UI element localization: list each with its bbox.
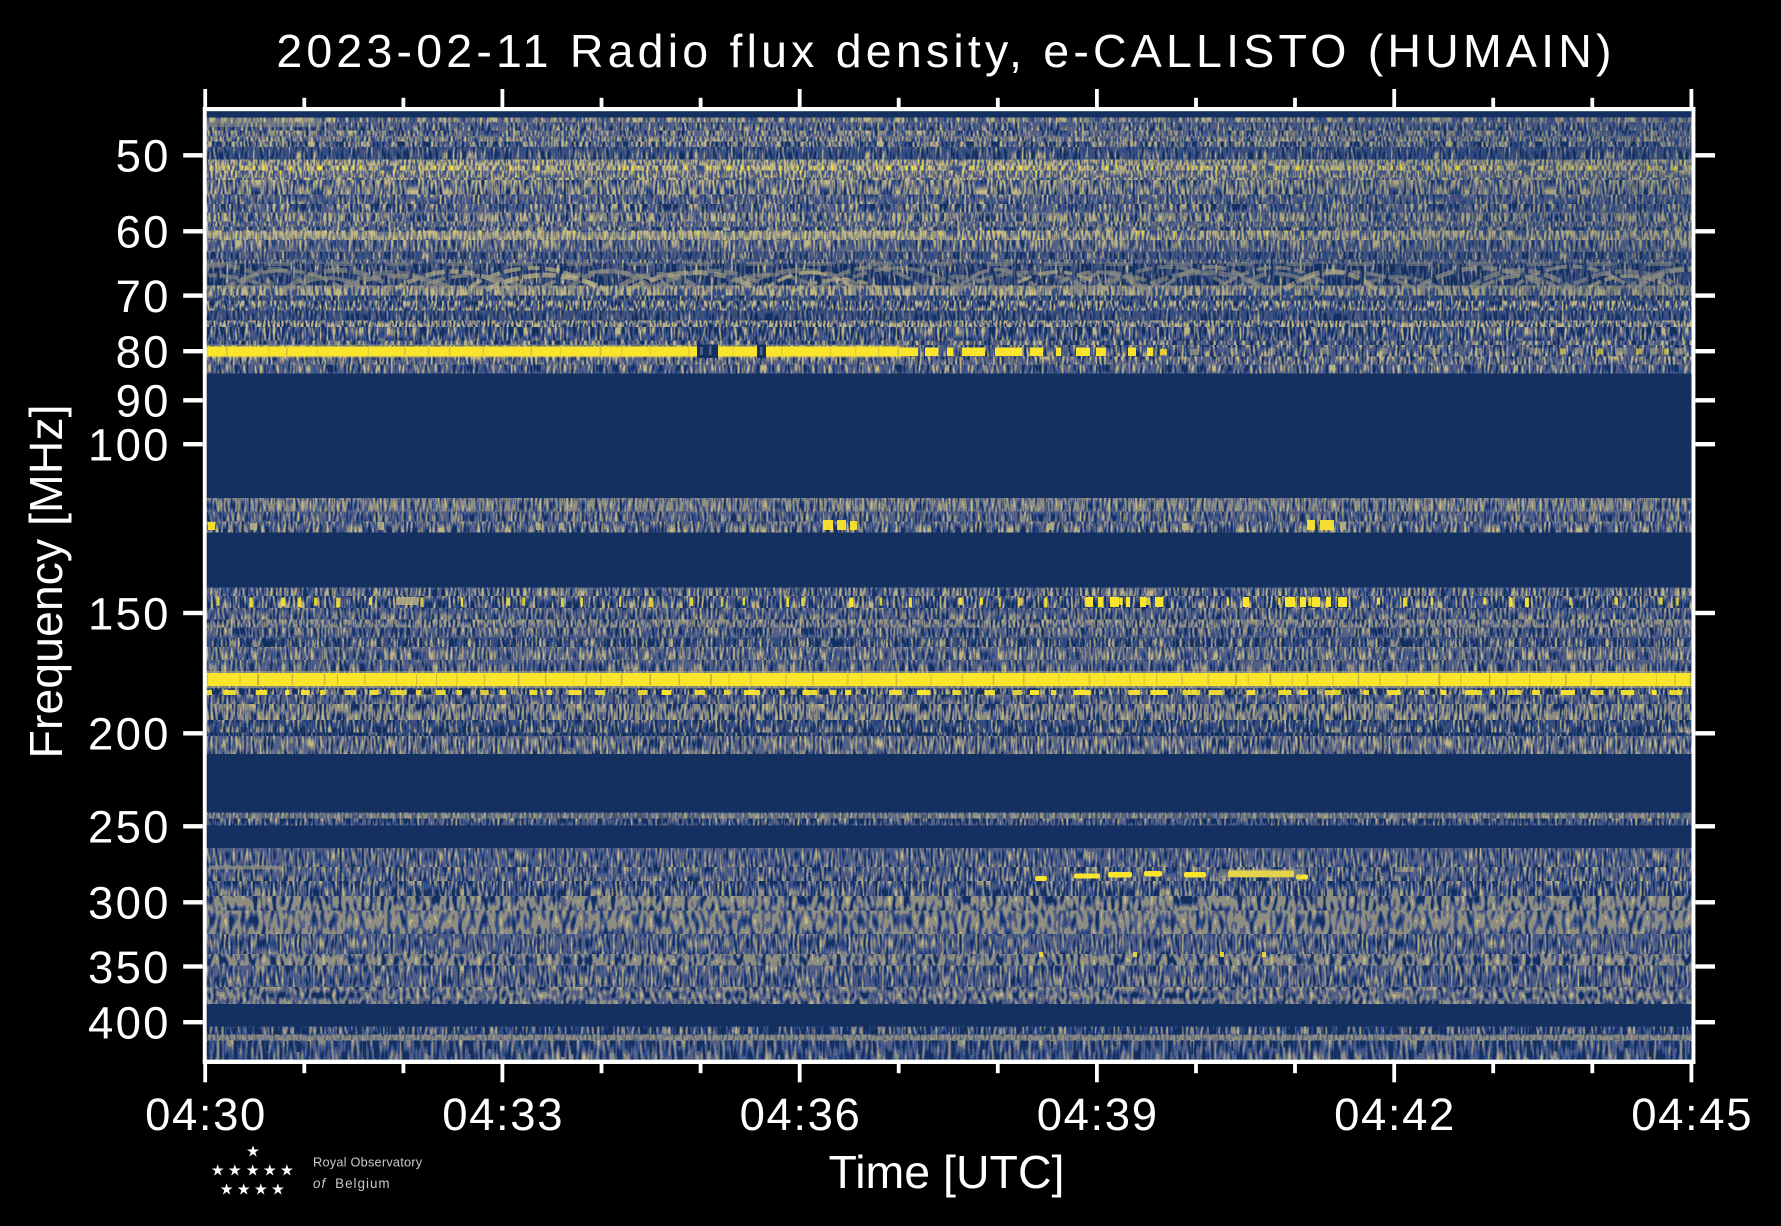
svg-text:400: 400: [88, 998, 171, 1049]
svg-text:70: 70: [116, 271, 171, 322]
svg-text:80: 80: [116, 327, 171, 378]
svg-text:50: 50: [116, 131, 171, 182]
svg-text:60: 60: [116, 207, 171, 258]
svg-text:04:36: 04:36: [740, 1089, 862, 1140]
svg-text:2023-02-11 Radio flux density,: 2023-02-11 Radio flux density, e-CALLIST…: [276, 25, 1615, 77]
svg-text:Time [UTC]: Time [UTC]: [829, 1146, 1065, 1198]
svg-text:200: 200: [88, 709, 171, 760]
svg-text:04:30: 04:30: [145, 1089, 267, 1140]
svg-text:90: 90: [116, 376, 171, 427]
svg-text:350: 350: [88, 942, 171, 993]
svg-text:04:33: 04:33: [442, 1089, 564, 1140]
svg-text:150: 150: [88, 588, 171, 639]
svg-text:Frequency [MHz]: Frequency [MHz]: [20, 404, 72, 758]
svg-text:Royal Observatory: Royal Observatory: [313, 1155, 423, 1170]
svg-text:04:45: 04:45: [1631, 1089, 1753, 1140]
svg-text:04:39: 04:39: [1037, 1089, 1159, 1140]
svg-text:100: 100: [88, 420, 171, 471]
svg-text:300: 300: [88, 878, 171, 929]
svg-text:04:42: 04:42: [1334, 1089, 1456, 1140]
svg-text:250: 250: [88, 802, 171, 853]
